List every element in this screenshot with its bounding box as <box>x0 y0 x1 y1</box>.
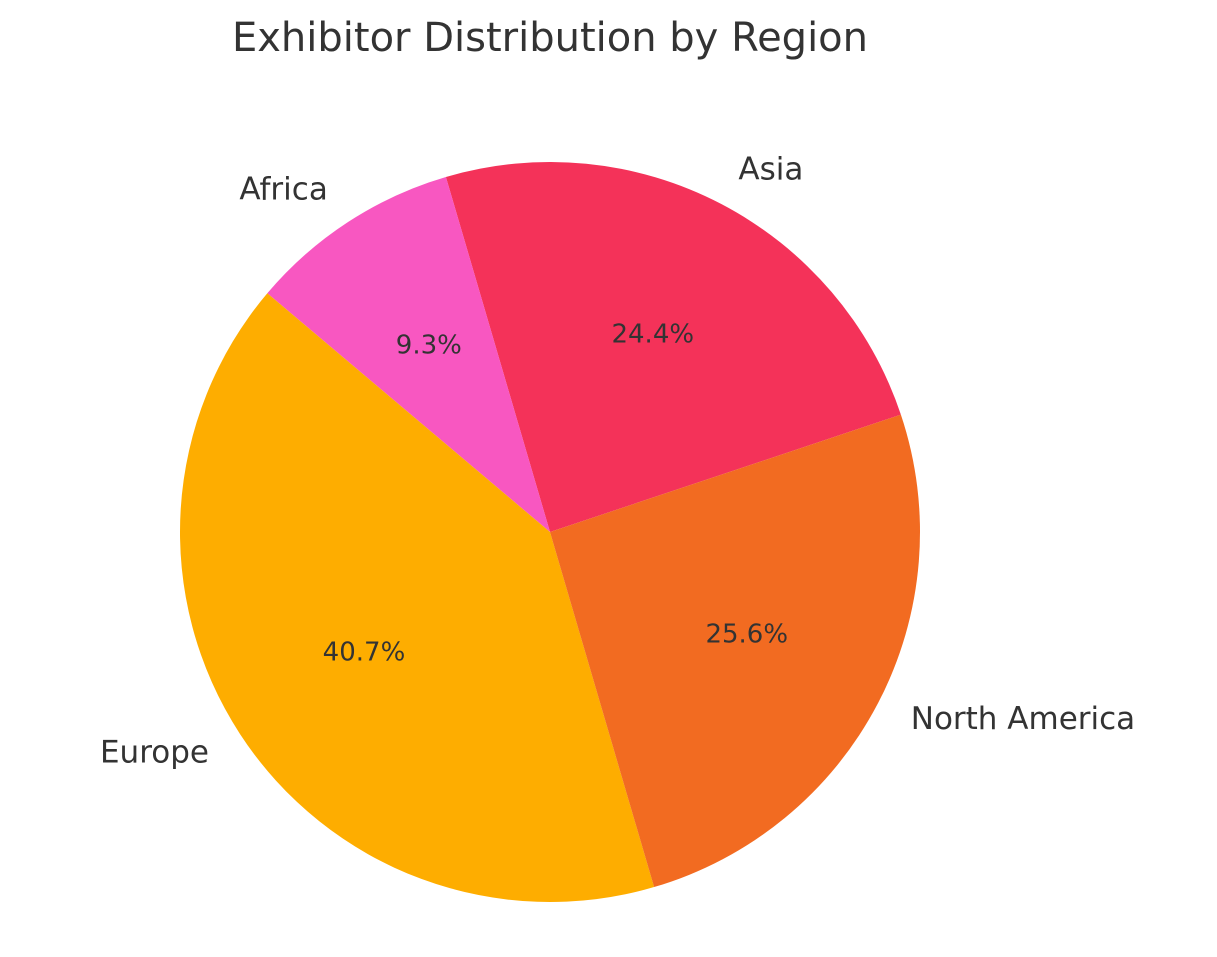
slice-label: Europe <box>100 735 209 771</box>
percent-label: 24.4% <box>611 320 694 350</box>
pie-slice <box>267 176 550 532</box>
percent-label: 40.7% <box>323 638 406 668</box>
slice-label: Africa <box>239 171 327 207</box>
pie-slice <box>550 414 920 888</box>
percent-label: 9.3% <box>396 330 462 360</box>
chart-title: Exhibitor Distribution by Region <box>232 15 868 61</box>
pie-slice <box>445 162 901 532</box>
pie-slice <box>180 293 655 903</box>
percent-label: 25.6% <box>705 619 788 649</box>
slice-label: North America <box>911 701 1135 737</box>
slice-label: Asia <box>738 152 803 188</box>
